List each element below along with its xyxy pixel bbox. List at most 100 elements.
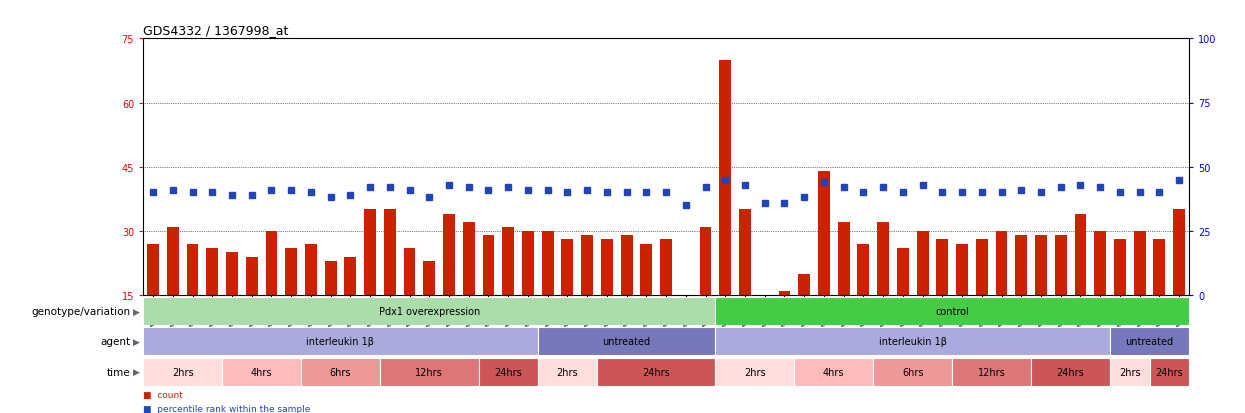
- Text: 2hrs: 2hrs: [1119, 367, 1140, 377]
- Bar: [916, 231, 929, 295]
- Text: genotype/variation: genotype/variation: [31, 306, 131, 316]
- Bar: [798, 274, 810, 295]
- Bar: [581, 235, 593, 295]
- Bar: [285, 248, 298, 295]
- Bar: [838, 223, 849, 295]
- Bar: [740, 210, 751, 295]
- Bar: [1031, 358, 1111, 386]
- Text: interleukin 1β: interleukin 1β: [306, 337, 375, 347]
- Bar: [222, 358, 301, 386]
- Bar: [778, 291, 791, 295]
- Bar: [463, 223, 474, 295]
- Bar: [896, 248, 909, 295]
- Bar: [325, 261, 336, 295]
- Bar: [601, 240, 613, 295]
- Bar: [1111, 328, 1189, 356]
- Text: 4hrs: 4hrs: [823, 367, 844, 377]
- Text: agent: agent: [101, 337, 131, 347]
- Text: 24hrs: 24hrs: [494, 367, 522, 377]
- Text: 24hrs: 24hrs: [642, 367, 670, 377]
- Text: interleukin 1β: interleukin 1β: [879, 337, 946, 347]
- Bar: [976, 240, 987, 295]
- Bar: [383, 210, 396, 295]
- Text: ▶: ▶: [133, 367, 139, 376]
- Bar: [720, 61, 731, 295]
- Text: untreated: untreated: [603, 337, 651, 347]
- Bar: [794, 358, 873, 386]
- Bar: [365, 210, 376, 295]
- Bar: [1055, 235, 1067, 295]
- Text: ▶: ▶: [133, 337, 139, 346]
- Text: time: time: [107, 367, 131, 377]
- Bar: [345, 257, 356, 295]
- Bar: [1035, 235, 1047, 295]
- Bar: [858, 244, 869, 295]
- Bar: [538, 328, 716, 356]
- Text: control: control: [935, 306, 969, 316]
- Text: 24hrs: 24hrs: [1155, 367, 1183, 377]
- Bar: [1173, 210, 1185, 295]
- Bar: [143, 328, 538, 356]
- Text: 2hrs: 2hrs: [557, 367, 578, 377]
- Bar: [143, 297, 716, 325]
- Text: 6hrs: 6hrs: [330, 367, 351, 377]
- Bar: [952, 358, 1031, 386]
- Bar: [1134, 231, 1145, 295]
- Bar: [245, 257, 258, 295]
- Bar: [443, 214, 454, 295]
- Bar: [758, 295, 771, 299]
- Bar: [1149, 358, 1189, 386]
- Bar: [680, 295, 692, 299]
- Bar: [502, 227, 514, 295]
- Bar: [265, 231, 278, 295]
- Bar: [878, 223, 889, 295]
- Bar: [143, 358, 222, 386]
- Bar: [301, 358, 380, 386]
- Bar: [716, 297, 1189, 325]
- Bar: [716, 328, 1111, 356]
- Text: 12hrs: 12hrs: [416, 367, 443, 377]
- Text: 2hrs: 2hrs: [172, 367, 193, 377]
- Bar: [227, 253, 238, 295]
- Bar: [380, 358, 478, 386]
- Bar: [1114, 240, 1125, 295]
- Bar: [1094, 231, 1106, 295]
- Text: 6hrs: 6hrs: [901, 367, 924, 377]
- Bar: [1111, 358, 1149, 386]
- Bar: [598, 358, 716, 386]
- Text: 4hrs: 4hrs: [250, 367, 273, 377]
- Text: untreated: untreated: [1125, 337, 1174, 347]
- Bar: [700, 227, 711, 295]
- Bar: [542, 231, 554, 295]
- Bar: [956, 244, 967, 295]
- Bar: [818, 171, 830, 295]
- Bar: [147, 244, 159, 295]
- Bar: [478, 358, 538, 386]
- Text: 24hrs: 24hrs: [1057, 367, 1084, 377]
- Text: ■  count: ■ count: [143, 390, 183, 399]
- Bar: [483, 235, 494, 295]
- Bar: [538, 358, 598, 386]
- Bar: [936, 240, 949, 295]
- Bar: [660, 240, 672, 295]
- Bar: [522, 231, 534, 295]
- Bar: [305, 244, 316, 295]
- Bar: [207, 248, 218, 295]
- Bar: [1153, 240, 1165, 295]
- Bar: [1074, 214, 1087, 295]
- Text: ▶: ▶: [133, 307, 139, 316]
- Bar: [187, 244, 198, 295]
- Bar: [403, 248, 416, 295]
- Bar: [1016, 235, 1027, 295]
- Bar: [167, 227, 179, 295]
- Bar: [873, 358, 952, 386]
- Bar: [640, 244, 652, 295]
- Bar: [423, 261, 436, 295]
- Bar: [716, 358, 794, 386]
- Bar: [621, 235, 632, 295]
- Text: 2hrs: 2hrs: [745, 367, 766, 377]
- Text: ■  percentile rank within the sample: ■ percentile rank within the sample: [143, 404, 310, 413]
- Bar: [561, 240, 574, 295]
- Text: GDS4332 / 1367998_at: GDS4332 / 1367998_at: [143, 24, 289, 37]
- Text: Pdx1 overexpression: Pdx1 overexpression: [378, 306, 479, 316]
